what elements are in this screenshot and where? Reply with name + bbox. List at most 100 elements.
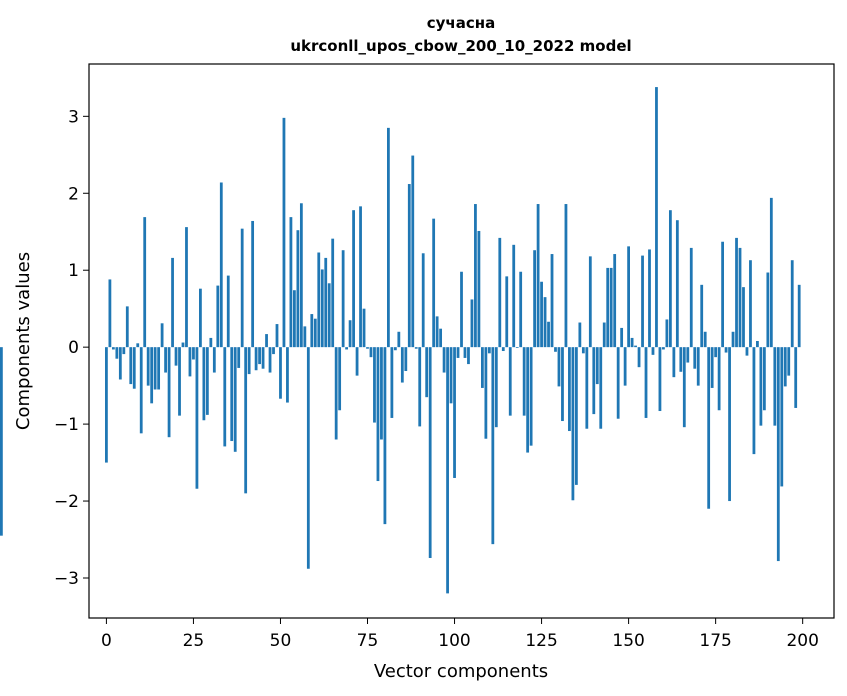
- bar: [474, 204, 477, 348]
- bar: [602, 322, 606, 348]
- x-tick-label: 200: [786, 631, 818, 651]
- bar: [425, 347, 429, 398]
- bar: [481, 347, 484, 388]
- bar: [693, 347, 697, 369]
- bar: [721, 241, 724, 348]
- y-tick-label: 2: [68, 184, 79, 204]
- bar: [787, 347, 791, 376]
- bar: [327, 283, 331, 348]
- bar: [508, 347, 512, 416]
- bar: [404, 347, 408, 372]
- bar: [289, 217, 293, 348]
- bar: [265, 334, 268, 348]
- bar: [634, 345, 637, 348]
- bar: [418, 347, 422, 427]
- bar: [244, 347, 248, 494]
- bar: [202, 347, 206, 421]
- y-tick-label: −3: [54, 569, 79, 589]
- bar: [348, 320, 352, 348]
- bar: [181, 342, 185, 348]
- bar: [0, 347, 3, 536]
- bar: [310, 314, 314, 348]
- bar: [665, 319, 669, 348]
- bar: [512, 244, 516, 348]
- bar: [540, 281, 543, 348]
- bar: [658, 347, 662, 412]
- bar: [724, 347, 728, 353]
- bar: [192, 347, 195, 360]
- x-tick-label: 100: [438, 631, 470, 651]
- bar: [742, 287, 745, 348]
- bar: [703, 331, 707, 348]
- bar: [682, 347, 686, 428]
- bar: [749, 260, 752, 348]
- chart-title: сучасна: [427, 14, 495, 32]
- bar: [254, 347, 258, 371]
- bar: [561, 347, 564, 422]
- bar: [345, 347, 349, 350]
- bar: [449, 347, 453, 404]
- bar: [585, 347, 589, 429]
- bar: [223, 347, 227, 447]
- bar: [376, 347, 380, 482]
- bar: [773, 347, 777, 426]
- bar: [574, 347, 578, 485]
- bar: [477, 230, 481, 348]
- bar: [616, 347, 620, 419]
- bar: [317, 252, 321, 348]
- bar: [780, 347, 784, 487]
- bar: [331, 238, 335, 348]
- bar: [756, 341, 759, 348]
- bar: [338, 347, 342, 411]
- bar: [150, 347, 154, 404]
- bar: [230, 347, 234, 442]
- bar: [700, 284, 704, 348]
- y-axis-ticks: −3 −2 −1 0 1 2 3: [54, 107, 89, 589]
- bar: [519, 271, 523, 348]
- bar: [498, 237, 502, 348]
- bar: [219, 182, 223, 348]
- bar: [769, 197, 773, 348]
- y-tick-label: 3: [68, 107, 79, 127]
- bar: [212, 347, 216, 373]
- bar: [240, 228, 244, 348]
- bar: [783, 347, 787, 387]
- bar: [487, 347, 491, 354]
- bar: [564, 204, 568, 348]
- bar: [334, 347, 338, 440]
- bar: [463, 347, 467, 358]
- x-axis-label: Vector components: [374, 661, 548, 682]
- bar: [675, 220, 679, 348]
- bar: [578, 322, 582, 348]
- bar: [146, 347, 150, 386]
- bar: [630, 337, 634, 348]
- bar: [651, 347, 655, 355]
- bar: [766, 272, 770, 348]
- bar: [411, 155, 415, 348]
- bar: [686, 347, 690, 363]
- bar: [258, 347, 261, 365]
- bar: [731, 331, 735, 348]
- bar: [359, 206, 362, 348]
- bar: [108, 279, 112, 348]
- bar: [390, 347, 394, 418]
- bar: [157, 347, 161, 390]
- bar: [247, 347, 251, 375]
- bar: [387, 127, 390, 348]
- x-tick-label: 0: [101, 631, 112, 651]
- bar: [296, 230, 300, 348]
- bar: [185, 227, 188, 348]
- bar: [167, 347, 171, 438]
- bar: [717, 347, 721, 411]
- bar: [118, 347, 122, 380]
- bar: [209, 337, 213, 348]
- bar: [662, 347, 665, 350]
- bar: [442, 347, 446, 373]
- bar: [261, 347, 265, 369]
- bar: [428, 347, 432, 558]
- bar: [178, 347, 181, 416]
- plot-frame: [88, 63, 835, 619]
- bar: [407, 184, 411, 348]
- bar: [620, 327, 624, 348]
